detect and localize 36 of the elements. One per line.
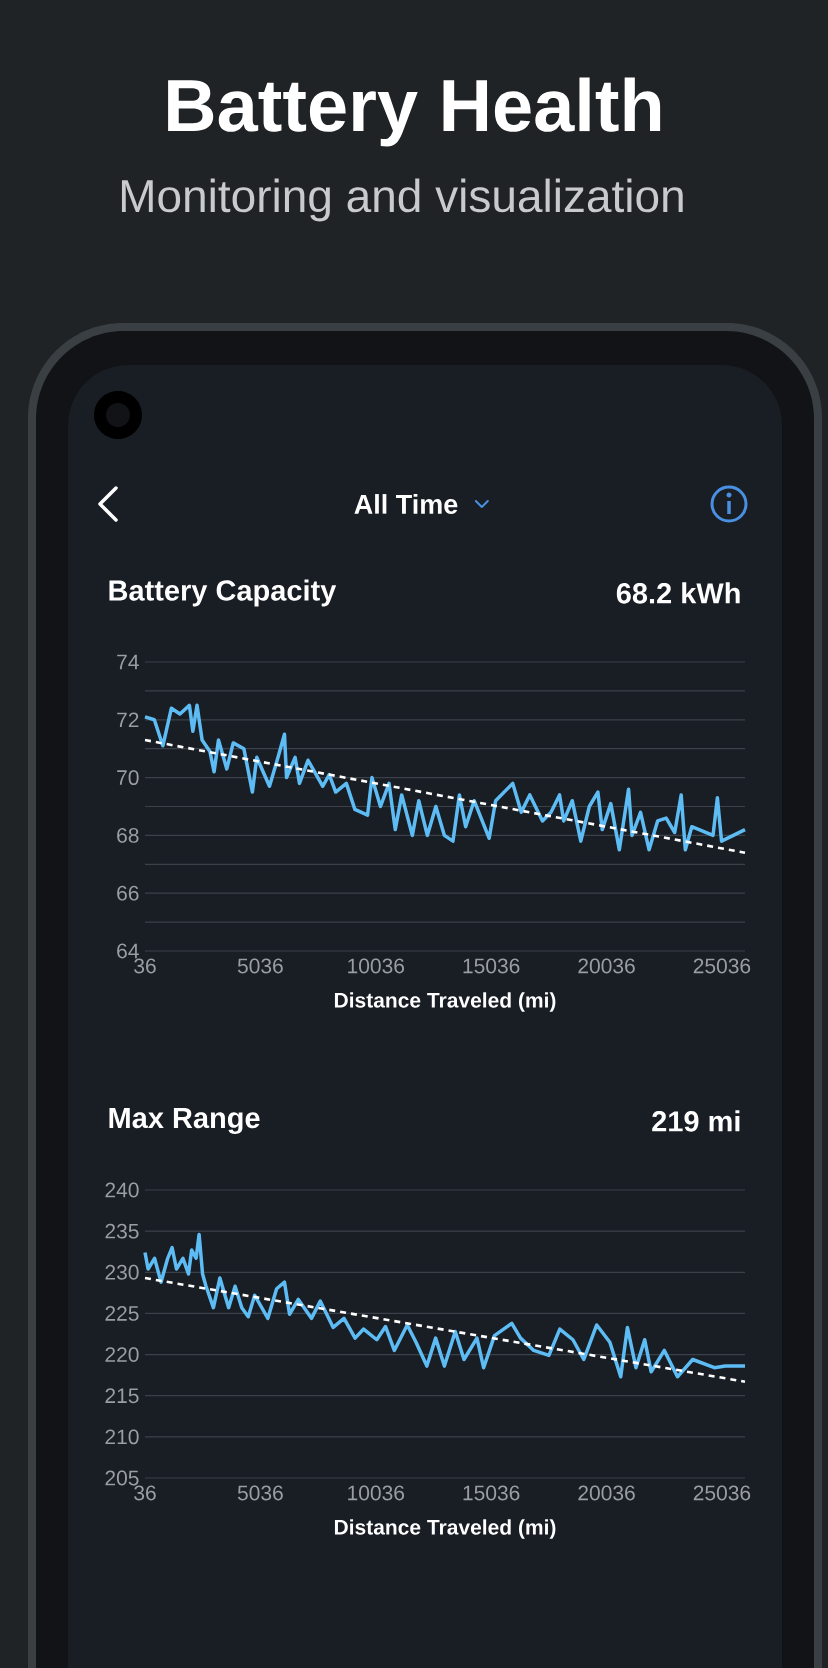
chart-title: Battery Capacity	[109, 579, 337, 607]
x-tick-label: 5036	[237, 958, 283, 974]
y-tick-label: 74	[117, 654, 139, 670]
y-tick-label: 220	[105, 1347, 139, 1362]
x-tick-label: 36	[134, 1485, 156, 1501]
y-tick-label: 240	[105, 1182, 139, 1198]
x-tick-label: 10036	[348, 1485, 405, 1501]
line-series	[143, 1232, 747, 1379]
x-tick-label: 5036	[237, 1485, 283, 1501]
y-tick-label: 66	[117, 885, 139, 901]
x-tick-label: 25036	[693, 1485, 751, 1501]
chart-subtitle: 68.2 kWh	[616, 582, 740, 604]
x-axis-title: Distance Traveled (mi)	[334, 1519, 556, 1539]
y-tick-label: 64	[117, 943, 139, 959]
text: All Time	[354, 494, 458, 514]
x-tick-label: 15036	[463, 1485, 520, 1501]
x-tick-label: 20036	[578, 1485, 635, 1501]
y-tick-label: 215	[105, 1388, 139, 1404]
y-tick-label: 210	[105, 1429, 139, 1445]
y-tick-label: 205	[105, 1470, 139, 1486]
x-tick-label: 15036	[463, 958, 520, 974]
x-tick-label: 36	[134, 958, 156, 974]
x-tick-label: 20036	[578, 958, 635, 974]
text: Monitoring and visualization	[121, 178, 683, 222]
x-axis-title: Distance Traveled (mi)	[334, 992, 556, 1012]
y-tick-label: 235	[105, 1223, 139, 1239]
text: Battery Health	[168, 77, 661, 147]
y-tick-label: 72	[117, 712, 139, 728]
y-tick-label: 225	[105, 1305, 139, 1321]
chart-title: Max Range	[109, 1107, 260, 1135]
x-tick-label: 10036	[348, 958, 405, 974]
chart-subtitle: 219 mi	[652, 1110, 740, 1132]
y-tick-label: 70	[117, 770, 139, 786]
x-tick-label: 25036	[693, 958, 751, 974]
y-tick-label: 68	[117, 827, 139, 843]
y-tick-label: 230	[105, 1264, 139, 1280]
